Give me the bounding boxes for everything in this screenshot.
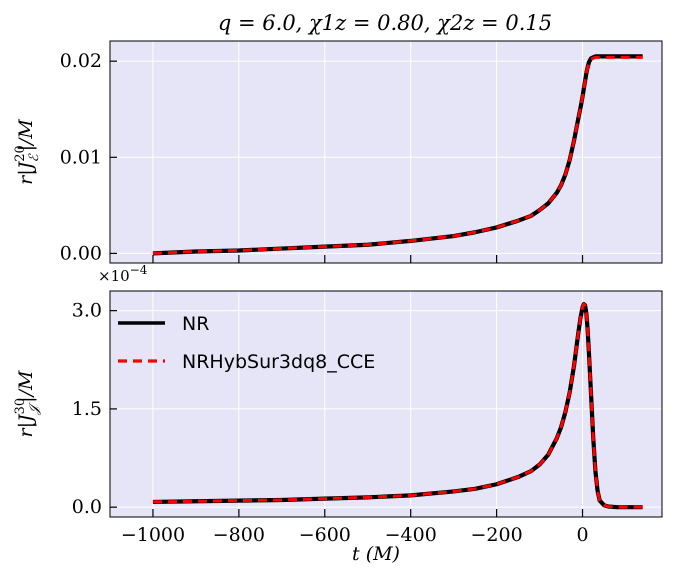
x-tick-label: −200 <box>471 524 523 546</box>
chart-title: q = 6.0, χ1z = 0.80, χ2z = 0.15 <box>218 11 552 35</box>
y-tick-label: 0.0 <box>72 496 102 518</box>
plot-background <box>110 41 662 263</box>
y-tick-label: 1.5 <box>72 398 102 420</box>
y-axis-label: r|J20ℰ|/M <box>13 119 42 185</box>
bottom-panel: −1000 −800 −600 −400 −200 0 0.0 1.5 3.0 r|J30𝒥|/M… <box>13 263 663 546</box>
y-axis-label: r|J30𝒥|/M <box>13 370 42 437</box>
legend-label: NR <box>182 313 209 335</box>
x-tick-label: −400 <box>385 524 437 546</box>
x-tick-label: −800 <box>213 524 265 546</box>
x-tick-label: −600 <box>299 524 351 546</box>
series-line-surrogate <box>152 302 643 509</box>
x-tick-label: 0 <box>576 524 588 546</box>
y-tick-label: 0.00 <box>60 242 102 264</box>
y-axis-multiplier: ×10−4 <box>98 263 148 285</box>
top-panel: 0.00 0.01 0.02 r|J20ℰ|/M <box>13 40 663 264</box>
y-tick-label: 0.01 <box>60 146 102 168</box>
y-tick-label: 0.02 <box>60 50 102 72</box>
x-tick-label: −1000 <box>121 524 185 546</box>
plot-background <box>110 291 662 517</box>
y-tick-label: 3.0 <box>72 300 102 322</box>
legend: NR NRHybSur3dq8_CCE <box>118 313 375 373</box>
legend-label: NRHybSur3dq8_CCE <box>182 351 375 373</box>
series-line-surrogate <box>152 55 643 255</box>
plot-frame <box>109 40 663 264</box>
x-axis-label: t (M) <box>352 543 400 565</box>
plot-frame <box>109 290 663 518</box>
